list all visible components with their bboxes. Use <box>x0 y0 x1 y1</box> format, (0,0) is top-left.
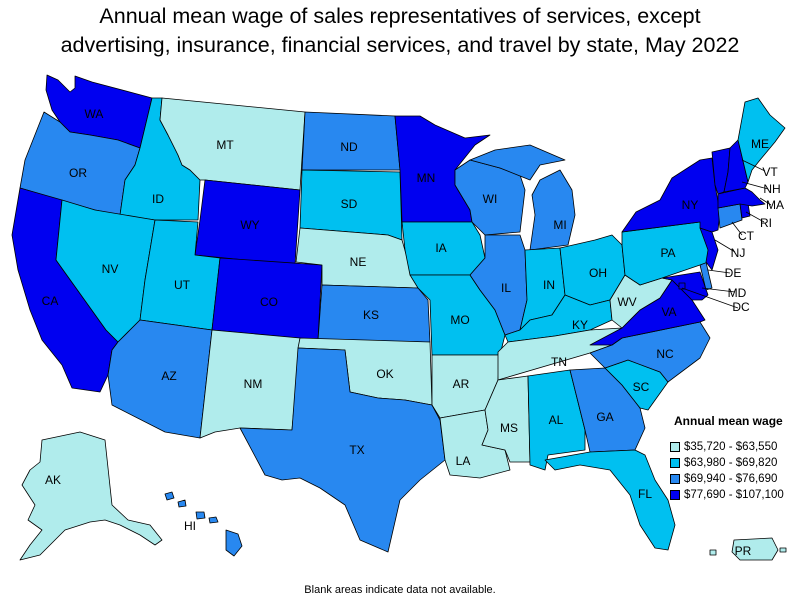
legend-label: $63,980 - $69,820 <box>684 457 778 469</box>
state-MT <box>159 97 306 191</box>
legend-item: $77,690 - $107,100 <box>670 487 800 503</box>
label-WI: WI <box>483 192 498 206</box>
state-AZ <box>107 319 213 439</box>
state-MA <box>717 187 766 209</box>
state-ME <box>737 97 786 183</box>
label-NE: NE <box>350 255 367 269</box>
label-IN: IN <box>543 278 555 292</box>
label-leader-lines <box>681 159 772 309</box>
map-title-line-1: Annual mean wage of sales representative… <box>99 4 701 28</box>
label-WA: WA <box>85 107 104 121</box>
legend-swatch <box>670 458 680 468</box>
label-AR: AR <box>453 377 470 391</box>
label-GA: GA <box>596 410 613 424</box>
label-KY: KY <box>572 318 588 332</box>
state-HI <box>164 491 243 557</box>
label-SC: SC <box>633 380 650 394</box>
label-WY: WY <box>240 218 259 232</box>
label-LA: LA <box>456 454 471 468</box>
state-AK <box>19 431 163 561</box>
state-NY <box>621 157 721 233</box>
label-SD: SD <box>341 197 358 211</box>
label-ID: ID <box>152 192 164 206</box>
label-NY: NY <box>682 198 699 212</box>
label-AL: AL <box>549 413 564 427</box>
label-TN: TN <box>551 355 567 369</box>
label-NM: NM <box>244 377 263 391</box>
label-OR: OR <box>69 166 87 180</box>
label-ME: ME <box>751 137 769 151</box>
label-CA: CA <box>42 294 59 308</box>
label-NV: NV <box>102 262 119 276</box>
label-HI: HI <box>184 519 196 533</box>
legend-label: $69,940 - $76,690 <box>684 473 778 485</box>
label-IL: IL <box>501 281 511 295</box>
label-VT: VT <box>762 165 778 179</box>
label-OH: OH <box>589 266 607 280</box>
legend-item: $63,980 - $69,820 <box>670 455 800 471</box>
map-title-line-2: advertising, insurance, financial servic… <box>60 33 740 57</box>
label-AK: AK <box>45 473 61 487</box>
label-OK: OK <box>376 367 393 381</box>
territory-PR <box>709 537 787 561</box>
label-DE: DE <box>725 266 742 280</box>
label-MN: MN <box>417 171 436 185</box>
label-MT: MT <box>216 138 234 152</box>
label-CO: CO <box>260 295 278 309</box>
legend-swatch <box>670 490 680 500</box>
state-labels: WA OR CA ID NV MT WY UT AZ CO NM ND SD N… <box>42 107 784 558</box>
state-MI <box>469 144 576 251</box>
label-MD: MD <box>728 286 747 300</box>
label-WV: WV <box>617 295 636 309</box>
legend-swatch <box>670 442 680 452</box>
legend-item: $35,720 - $63,550 <box>670 439 800 455</box>
label-IA: IA <box>435 241 446 255</box>
label-DC: DC <box>732 300 750 314</box>
legend-label: $77,690 - $107,100 <box>684 489 784 501</box>
legend-label: $35,720 - $63,550 <box>684 441 778 453</box>
label-MO: MO <box>450 313 469 327</box>
state-WI <box>454 159 526 236</box>
label-FL: FL <box>638 487 652 501</box>
label-VA: VA <box>661 305 676 319</box>
label-NH: NH <box>763 182 780 196</box>
state-TX <box>239 347 446 553</box>
state-KS <box>317 284 431 343</box>
label-CT: CT <box>738 229 755 243</box>
legend: Annual mean wage $35,720 - $63,550 $63,9… <box>670 414 800 503</box>
map-title: Annual mean wage of sales representative… <box>0 2 800 60</box>
label-PA: PA <box>660 246 675 260</box>
label-TX: TX <box>349 443 364 457</box>
label-NC: NC <box>656 347 674 361</box>
label-RI: RI <box>760 216 772 230</box>
legend-title: Annual mean wage <box>674 414 783 428</box>
legend-item: $69,940 - $76,690 <box>670 471 800 487</box>
label-UT: UT <box>174 278 191 292</box>
label-PR: PR <box>735 544 752 558</box>
footnote: Blank areas indicate data not available. <box>304 584 496 596</box>
label-NJ: NJ <box>731 246 746 260</box>
label-MI: MI <box>553 218 566 232</box>
state-FL <box>544 449 676 551</box>
label-ND: ND <box>340 140 358 154</box>
legend-swatch <box>670 474 680 484</box>
label-MS: MS <box>500 421 518 435</box>
label-KS: KS <box>363 308 379 322</box>
label-MA: MA <box>766 198 784 212</box>
label-AZ: AZ <box>161 369 176 383</box>
